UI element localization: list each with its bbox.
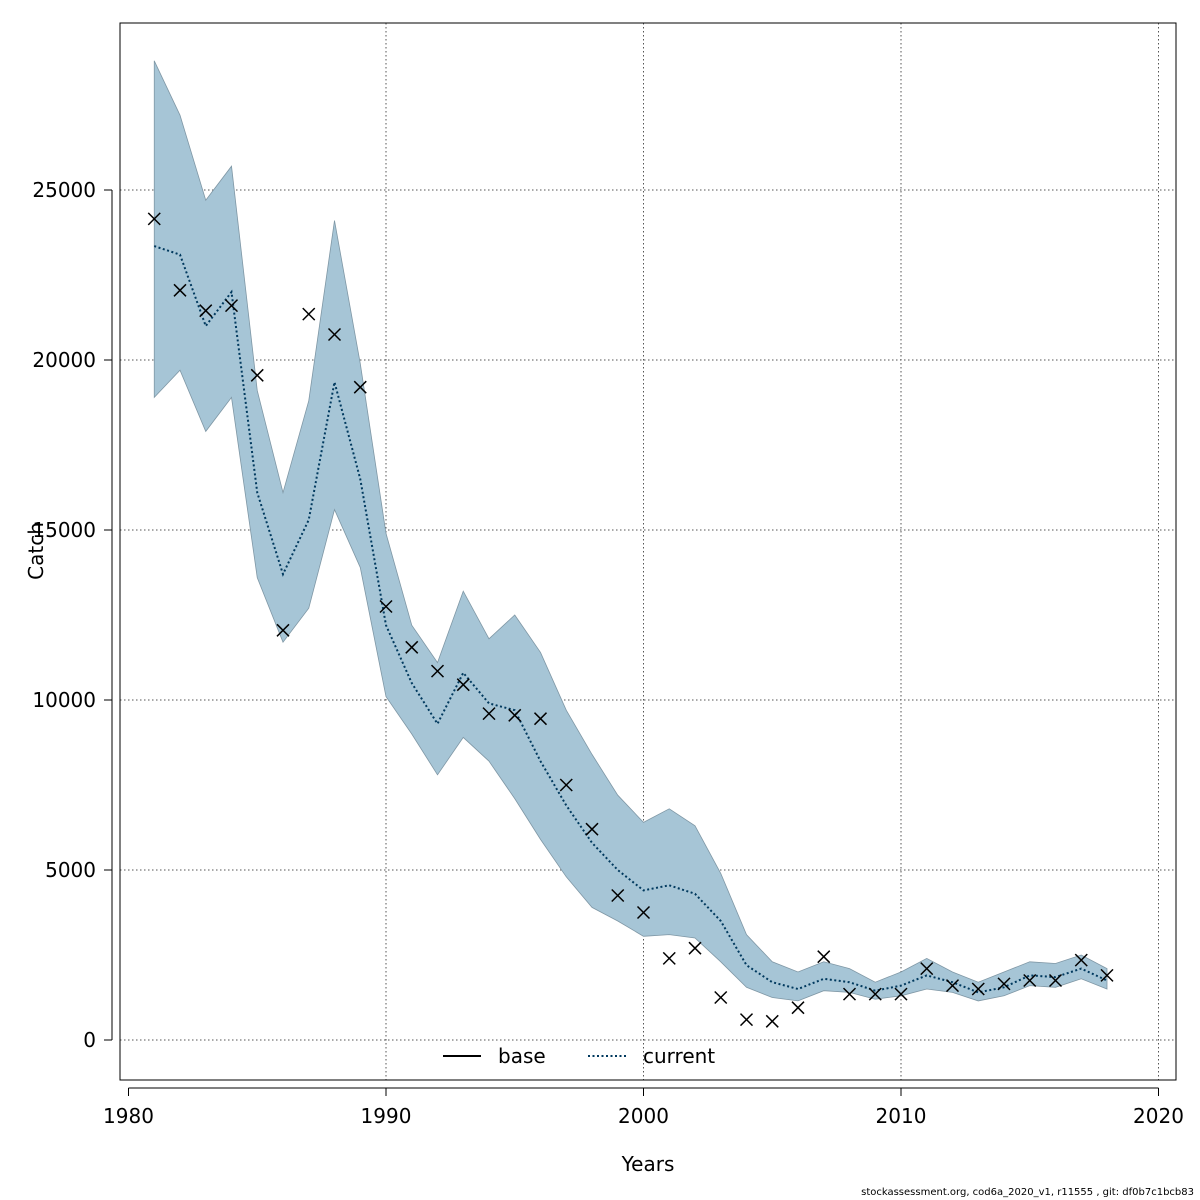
observed-point (533, 712, 548, 726)
observed-point-stroke (868, 987, 882, 1001)
legend-label-base: base (498, 1044, 546, 1068)
observed-point (791, 1001, 805, 1015)
footer-credit: stockassessment.org, cod6a_2020_v1, r115… (861, 1187, 1194, 1198)
observed-point (430, 664, 445, 678)
observed-point-stroke (585, 822, 599, 836)
observed-point-stroke (224, 299, 239, 313)
observed-point-stroke (327, 327, 342, 342)
confidence-band (153, 60, 1108, 1002)
observed-point (482, 707, 496, 721)
observed-point (817, 950, 831, 964)
observed-point (997, 977, 1011, 991)
observed-point-stroke (817, 950, 831, 964)
observed-point-stroke (379, 599, 393, 614)
x-tick-label: 2000 (618, 1104, 669, 1128)
x-tick-label: 2010 (876, 1104, 927, 1128)
observed-point (379, 599, 393, 614)
observed-point-stroke (662, 951, 676, 965)
y-tick-label: 20000 (32, 348, 96, 372)
observed-point-stroke (533, 712, 548, 726)
observed-point-stroke (688, 941, 702, 955)
y-tick-label: 10000 (32, 688, 96, 712)
observed-point-stroke (1048, 973, 1063, 988)
legend-label-current: current (643, 1044, 715, 1068)
observed-point-stroke (714, 990, 728, 1005)
observed-point-stroke (559, 778, 573, 792)
observed-point (868, 987, 882, 1001)
observed-point-stroke (430, 664, 445, 678)
observed-point-stroke (997, 977, 1011, 991)
observed-point (224, 299, 239, 313)
observed-point (147, 212, 161, 226)
observed-point (250, 368, 264, 382)
observed-point (302, 307, 316, 321)
observed-point-stroke (482, 707, 496, 721)
observed-point (842, 987, 857, 1001)
observed-point-stroke (920, 962, 934, 976)
observed-point-stroke (508, 708, 522, 722)
observed-point (173, 283, 187, 297)
observed-point-stroke (147, 212, 161, 226)
observed-point (611, 888, 625, 903)
observed-point (739, 1013, 754, 1027)
observed-point-stroke (842, 987, 857, 1001)
observed-point-stroke (1100, 968, 1114, 982)
observed-point (1023, 973, 1037, 988)
observed-point (276, 623, 290, 637)
y-tick-label: 0 (83, 1028, 96, 1052)
x-tick-label: 2020 (1133, 1104, 1184, 1128)
observed-point-stroke (739, 1013, 754, 1027)
observed-markers (147, 212, 1114, 1028)
observed-point (508, 708, 522, 722)
observed-point-stroke (1074, 953, 1088, 967)
y-tick-label: 5000 (45, 858, 96, 882)
observed-point-stroke (894, 987, 908, 1001)
observed-point-stroke (791, 1001, 805, 1015)
observed-point (199, 304, 213, 318)
observed-point-stroke (1023, 973, 1037, 988)
x-axis-label: Years (621, 1152, 675, 1176)
observed-point (894, 987, 908, 1001)
observed-point (714, 990, 728, 1005)
observed-point-stroke (199, 304, 213, 318)
y-tick-label: 15000 (32, 518, 96, 542)
observed-point (971, 982, 985, 996)
x-tick-label: 1990 (361, 1104, 412, 1128)
observed-point-stroke (636, 905, 651, 920)
x-tick-label: 1980 (103, 1104, 154, 1128)
observed-point (1100, 968, 1114, 982)
observed-point (1074, 953, 1088, 967)
y-axis: 0 5000 10000 15000 20000 25000 (32, 178, 113, 1052)
observed-point (405, 640, 419, 654)
observed-point-stroke (456, 678, 470, 692)
observed-point-stroke (405, 640, 419, 654)
observed-point (559, 778, 573, 792)
observed-point (920, 962, 934, 976)
observed-point (636, 905, 651, 920)
observed-point-stroke (302, 307, 316, 321)
observed-point-stroke (971, 982, 985, 996)
observed-point-stroke (276, 623, 290, 637)
observed-point (353, 380, 367, 394)
observed-point (1048, 973, 1063, 988)
observed-point (765, 1014, 779, 1028)
x-axis: 1980 1990 2000 2010 2020 (103, 1087, 1184, 1128)
observed-point (327, 327, 342, 342)
observed-point-stroke (611, 888, 625, 903)
observed-point (688, 941, 702, 955)
observed-point-stroke (945, 979, 960, 993)
observed-point (662, 951, 676, 965)
observed-point-stroke (250, 368, 264, 382)
plot-frame (119, 22, 1177, 1081)
observed-point (456, 678, 470, 692)
observed-point-stroke (173, 283, 187, 297)
y-tick-label: 25000 (32, 178, 96, 202)
observed-point (585, 822, 599, 836)
observed-point-stroke (765, 1014, 779, 1028)
y-axis-label: Catch (24, 522, 48, 580)
observed-point (945, 979, 960, 993)
legend: base current (443, 1044, 715, 1068)
observed-point-stroke (353, 380, 367, 394)
